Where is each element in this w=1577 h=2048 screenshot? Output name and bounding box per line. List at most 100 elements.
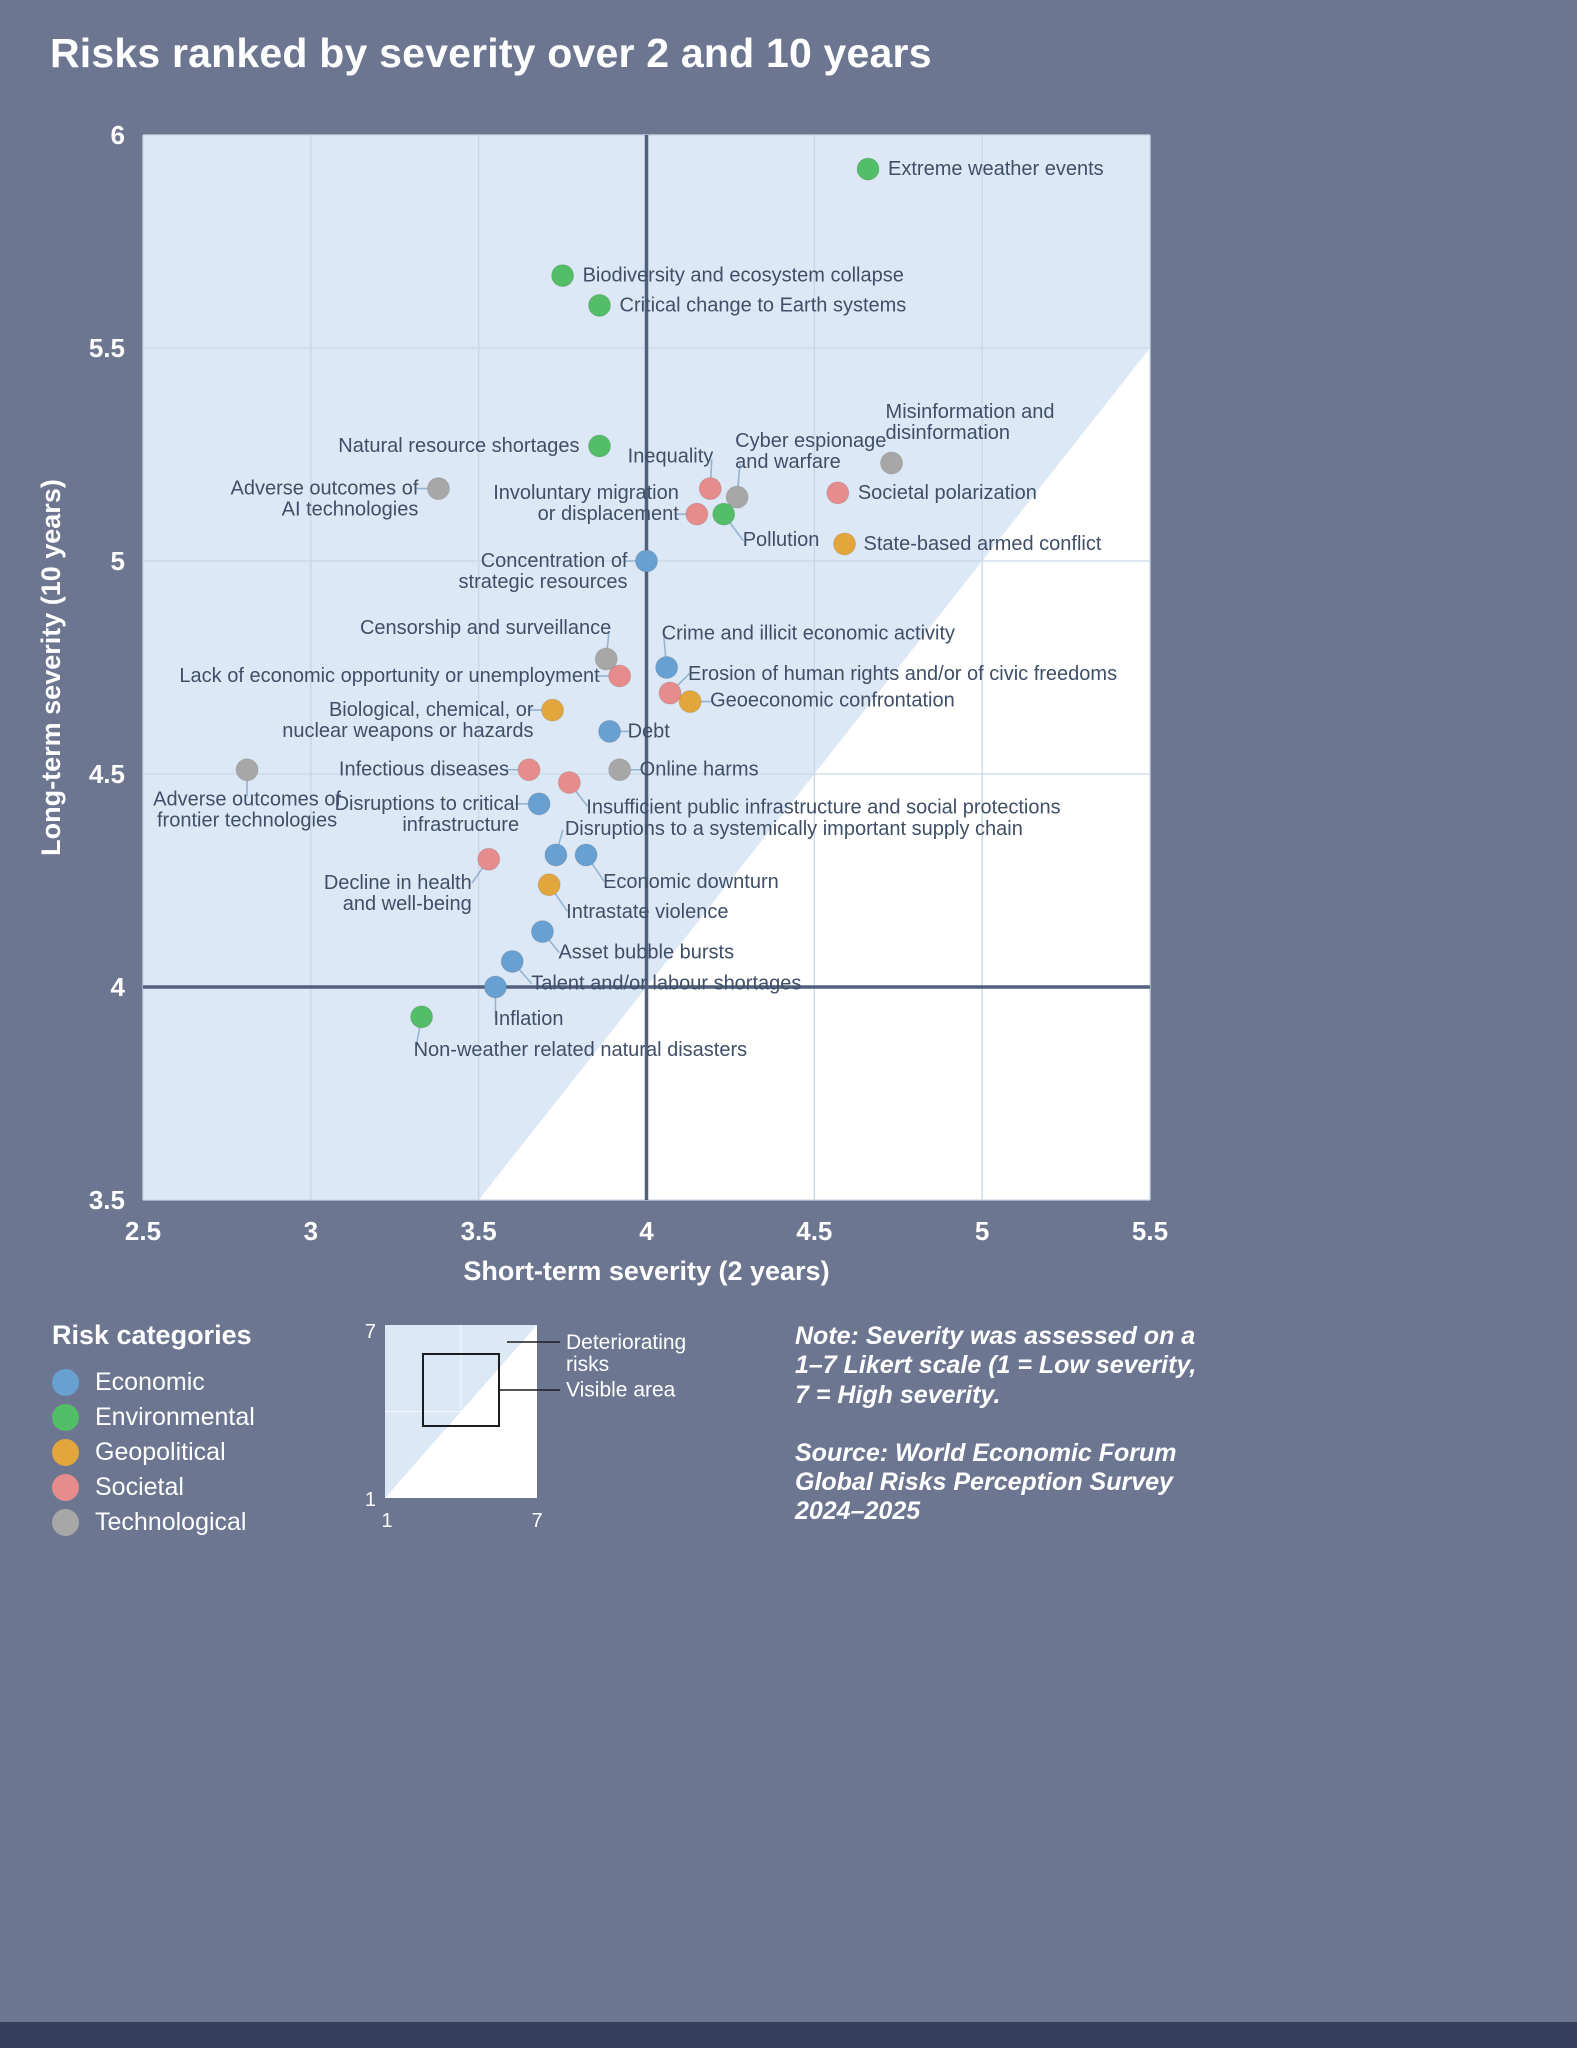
point-disruptions-to-a-systemically-important-supply-chain [544, 843, 568, 867]
label-line: Pollution [743, 529, 820, 551]
label-line: Disruptions to a systemically important … [565, 818, 1023, 840]
point-adverse-outcomes-of-frontier-technologies [235, 758, 259, 782]
point-label-non-weather-related-natural-disasters: Non-weather related natural disasters [414, 1039, 748, 1061]
label-line: and well-being [343, 893, 472, 915]
label-line: Disruptions to critical [335, 793, 520, 815]
x-tick-label: 5.5 [1132, 1216, 1168, 1246]
inset-x-min-tick: 1 [381, 1510, 392, 1530]
label-line: Geoeconomic confrontation [710, 690, 955, 712]
point-lack-of-economic-opportunity-or-unemployment [608, 664, 632, 688]
legend-item-societal: Societal [52, 1472, 372, 1502]
point-inequality [698, 477, 722, 501]
label-line: Online harms [640, 759, 759, 781]
legend-label: Economic [95, 1367, 205, 1396]
legend-item-economic: Economic [52, 1367, 372, 1397]
point-insufficient-public-infrastructure-and-social-protections [557, 771, 581, 795]
label-line: and warfare [735, 451, 841, 473]
legend-item-environmental: Environmental [52, 1402, 372, 1432]
label-line: infrastructure [402, 814, 519, 836]
point-non-weather-related-natural-disasters [410, 1005, 434, 1029]
label-line: Extreme weather events [888, 158, 1104, 180]
legend-item-geopolitical: Geopolitical [52, 1437, 372, 1467]
legend-label: Geopolitical [95, 1437, 226, 1466]
label-line: Biological, chemical, or [329, 699, 534, 721]
point-talent-and-or-labour-shortages [500, 949, 524, 973]
point-label-talent-and-or-labour-shortages: Talent and/or labour shortages [531, 972, 801, 994]
point-erosion-of-human-rights-and-or-of-civic-freedoms [658, 681, 682, 705]
point-cyber-espionage-and-warfare [725, 485, 749, 509]
label-line: State-based armed conflict [864, 533, 1102, 555]
point-biological-chemical-or-nuclear-weapons-or-hazards [541, 698, 565, 722]
point-label-disruptions-to-critical-infrastructure: Disruptions to critical infrastructure [335, 793, 520, 836]
point-label-biological-chemical-or-nuclear-weapons-or-hazards: Biological, chemical, or nuclear weapons … [282, 699, 534, 742]
label-line: Infectious diseases [339, 759, 509, 781]
point-label-debt: Debt [628, 720, 671, 742]
point-biodiversity-and-ecosystem-collapse [551, 264, 575, 288]
point-involuntary-migration-or-displacement [685, 502, 709, 526]
y-tick-label: 5.5 [89, 333, 125, 363]
label-line: disinformation [886, 422, 1011, 444]
point-label-insufficient-public-infrastructure-and-social-protections: Insufficient public infrastructure and s… [586, 797, 1060, 819]
label-line: Inflation [493, 1008, 563, 1030]
legend-label: Environmental [95, 1402, 255, 1431]
point-disruptions-to-critical-infrastructure [527, 792, 551, 816]
legend-title: Risk categories [52, 1320, 252, 1350]
label-line: Cyber espionage [735, 430, 886, 452]
label-line: Economic downturn [603, 871, 779, 893]
point-label-censorship-and-surveillance: Censorship and surveillance [360, 617, 611, 639]
note-text: Note: Severity was assessed on a 1–7 Lik… [795, 1322, 1197, 1409]
point-censorship-and-surveillance [594, 647, 618, 671]
point-economic-downturn [574, 843, 598, 867]
scale-inset-chart: 7 11 7 Deteriorating risks Visible area [365, 1321, 686, 1530]
label-line: risks [566, 1353, 609, 1376]
point-online-harms [608, 758, 632, 782]
label-line: Involuntary migration [493, 482, 679, 504]
label-line: Non-weather related natural disasters [414, 1039, 748, 1061]
label-line: Intrastate violence [566, 901, 728, 923]
environmental-color-swatch [52, 1403, 79, 1431]
point-extreme-weather-events [856, 157, 880, 181]
label-line: Deteriorating [566, 1331, 686, 1354]
x-tick-label: 4.5 [796, 1216, 832, 1246]
point-label-lack-of-economic-opportunity-or-unemployment: Lack of economic opportunity or unemploy… [179, 665, 600, 687]
label-line: Natural resource shortages [338, 435, 579, 457]
point-label-disruptions-to-a-systemically-important-supply-chain: Disruptions to a systemically important … [565, 818, 1023, 840]
point-infectious-diseases [517, 758, 541, 782]
label-line: Censorship and surveillance [360, 617, 611, 639]
point-label-asset-bubble-bursts: Asset bubble bursts [558, 942, 734, 964]
point-label-natural-resource-shortages: Natural resource shortages [338, 435, 579, 457]
point-pollution [712, 502, 736, 526]
x-tick-label: 2.5 [125, 1216, 161, 1246]
geopolitical-color-swatch [52, 1438, 79, 1466]
x-tick-label: 5 [975, 1216, 989, 1246]
point-label-adverse-outcomes-of-frontier-technologies: Adverse outcomes of frontier technologies [153, 789, 341, 832]
point-crime-and-illicit-economic-activity [655, 656, 679, 679]
label-line: Societal polarization [858, 482, 1037, 504]
point-state-based-armed-conflict [833, 532, 857, 556]
point-label-biodiversity-and-ecosystem-collapse: Biodiversity and ecosystem collapse [583, 265, 904, 287]
point-label-online-harms: Online harms [640, 759, 759, 781]
x-tick-label: 3.5 [461, 1216, 497, 1246]
point-label-adverse-outcomes-of-ai-technologies: Adverse outcomes of AI technologies [231, 478, 419, 521]
risk-categories-legend: Risk categories Economic Environmental Geo… [52, 1320, 372, 1542]
point-critical-change-to-earth-systems [588, 293, 612, 317]
label-line: Decline in health [324, 872, 472, 894]
label-line: Debt [628, 720, 671, 742]
inset-x-max-tick: 7 [531, 1510, 542, 1530]
source-text: Source: World Economic Forum Global Risk… [795, 1438, 1177, 1526]
label-line: frontier technologies [157, 810, 337, 832]
point-concentration-of-strategic-resources [635, 549, 658, 573]
notes-block: Note: Severity was assessed on a 1–7 Lik… [795, 1322, 1275, 1556]
footer-bar [0, 2022, 1577, 2048]
label-line: Crime and illicit economic activity [662, 623, 955, 645]
point-label-critical-change-to-earth-systems: Critical change to Earth systems [620, 294, 907, 316]
point-label-concentration-of-strategic-resources: Concentration of strategic resources [459, 550, 628, 593]
y-tick-label: 3.5 [89, 1185, 125, 1215]
label-line: nuclear weapons or hazards [282, 720, 533, 742]
point-label-intrastate-violence: Intrastate violence [566, 901, 728, 923]
label-line: Inequality [628, 446, 714, 468]
label-line: Talent and/or labour shortages [531, 972, 801, 994]
legend-label: Societal [95, 1472, 184, 1501]
visible-area-label: Visible area [566, 1379, 676, 1402]
label-line: Misinformation and [886, 401, 1055, 423]
